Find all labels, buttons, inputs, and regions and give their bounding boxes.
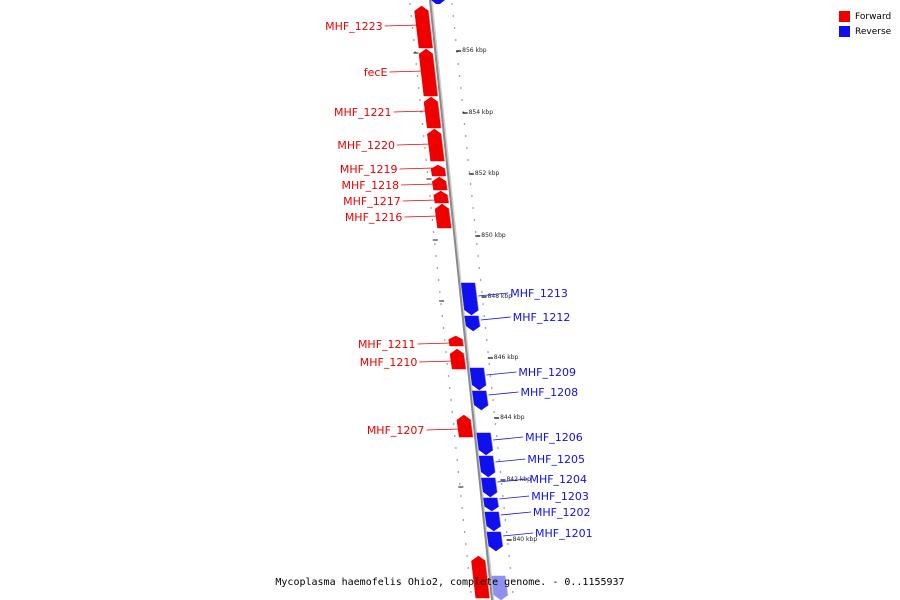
gene-label-forward: MHF_1219 [340, 163, 398, 176]
gene-label-reverse: MHF_1212 [513, 311, 571, 324]
gene-label-forward: MHF_1210 [360, 356, 418, 369]
genome-caption: Mycoplasma haemofelis Ohio2, complete ge… [275, 577, 625, 588]
gene-label-reverse: MHF_1202 [533, 506, 591, 519]
gene-arrow-reverse: MHF_1204 [481, 473, 587, 498]
kbp-tick-label: 850 kbp [481, 232, 506, 239]
gene-fragment-forward [471, 555, 491, 599]
gene-arrow-forward: MHF_1219 [340, 163, 447, 177]
gene-label-forward: MHF_1221 [334, 106, 392, 119]
gene-arrow-reverse: MHF_1201 [486, 527, 593, 552]
minor-ticks-right [451, 3, 514, 593]
gene-fragment-reverse [431, 0, 445, 4]
kbp-tick-label: 856 kbp [462, 47, 487, 54]
gene-arrow-reverse: MHF_1212 [464, 311, 571, 332]
gene-arrow-forward: MHF_1223 [325, 5, 434, 49]
gene-arrow-reverse: MHF_1213 [460, 282, 568, 316]
gene-arrow-forward: MHF_1220 [337, 128, 446, 162]
gene-label-reverse: MHF_1205 [527, 453, 585, 466]
legend-swatch-reverse [839, 26, 850, 37]
gene-label-reverse: MHF_1204 [529, 473, 587, 486]
gene-arrow-forward: MHF_1211 [358, 335, 465, 351]
gene-label-reverse: MHF_1213 [510, 287, 568, 300]
gene-arrow-forward: MHF_1216 [345, 203, 452, 229]
gene-arrow-forward: MHF_1218 [342, 176, 449, 192]
gene-label-forward: MHF_1223 [325, 20, 383, 33]
legend: Forward Reverse [839, 9, 891, 39]
gene-label-forward: MHF_1218 [342, 179, 400, 192]
gene-label-forward: MHF_1217 [343, 195, 401, 208]
legend-label-reverse: Reverse [855, 26, 892, 37]
gene-label-forward: MHF_1216 [345, 211, 403, 224]
minor-ticks-left [409, 3, 472, 593]
gene-arrow-forward: MHF_1217 [343, 190, 450, 208]
legend-item-reverse: Reverse [839, 24, 891, 39]
gene-arrow-reverse: MHF_1206 [476, 431, 583, 456]
gene-arrow-forward: MHF_1210 [360, 348, 467, 370]
kbp-tick-label: 844 kbp [500, 414, 525, 421]
gene-label-forward: MHF_1211 [358, 338, 416, 351]
kbp-tick-label: 848 kbp [488, 293, 513, 300]
legend-label-forward: Forward [855, 11, 892, 22]
gene-arrow-reverse: MHF_1205 [478, 453, 585, 478]
kbp-tick-label: 852 kbp [475, 170, 500, 177]
backbone [429, 0, 495, 600]
gene-label-reverse: MHF_1201 [535, 527, 593, 540]
gene-arrow-reverse: MHF_1203 [483, 490, 589, 512]
gene-label-reverse: MHF_1209 [518, 366, 576, 379]
gene-label-reverse: MHF_1206 [525, 431, 583, 444]
kbp-tick-label: 854 kbp [469, 109, 494, 116]
gene-label-forward: fecE [364, 66, 388, 79]
gene-arrow-forward: fecE [364, 48, 439, 97]
kbp-tick-label: 846 kbp [494, 354, 519, 361]
legend-swatch-forward [839, 11, 850, 22]
gene-arrow-forward: MHF_1207 [367, 414, 474, 438]
legend-item-forward: Forward [839, 9, 891, 24]
genes: MHF_1223 fecE MHF_1221 MHF_1220 MHF_1219 MHF_… [325, 0, 593, 600]
kbp-tick-label: 840 kbp [513, 536, 538, 543]
gene-arrow-reverse: MHF_1209 [469, 366, 576, 391]
gene-label-forward: MHF_1207 [367, 424, 425, 437]
gene-label-reverse: MHF_1203 [531, 490, 589, 503]
gene-arrow-reverse: MHF_1208 [472, 386, 578, 411]
gene-label-reverse: MHF_1208 [520, 386, 578, 399]
gene-arrow-reverse: MHF_1202 [484, 506, 591, 532]
gene-arrow-forward: MHF_1221 [334, 96, 442, 129]
gene-label-forward: MHF_1220 [337, 139, 395, 152]
gene-fragment-reverse [491, 575, 509, 600]
